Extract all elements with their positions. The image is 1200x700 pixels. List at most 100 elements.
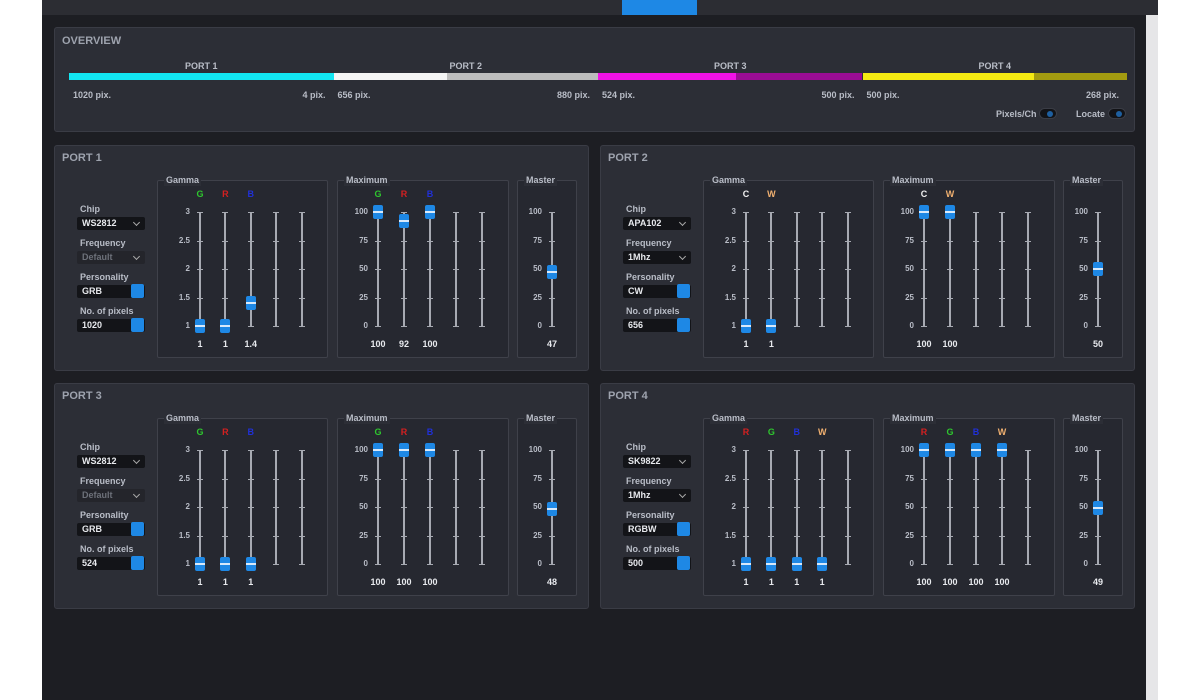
overview-port-label: PORT 2 [449, 61, 482, 71]
tick-label: 1.5 [724, 292, 736, 302]
tick-label: 1 [185, 321, 190, 330]
slider-thumb[interactable] [399, 214, 409, 229]
slider-tick [973, 326, 979, 327]
slider-thumb[interactable] [245, 296, 256, 311]
slider-tick [768, 240, 775, 242]
slider-tick [819, 478, 826, 480]
tick-label: 75 [1079, 473, 1088, 483]
tick-label: 25 [359, 292, 368, 302]
edit-button[interactable] [131, 522, 144, 536]
slider-tick [222, 297, 229, 299]
setting-label: No. of pixels [80, 544, 134, 554]
slider-thumb[interactable] [220, 557, 231, 571]
slider-tick [743, 212, 749, 213]
slider-thumb[interactable] [195, 319, 205, 333]
tick-label: 1.5 [178, 530, 190, 540]
slider-tick [273, 297, 280, 299]
slider-tick [549, 326, 555, 327]
slider-thumb[interactable] [547, 265, 557, 280]
overview-end-label: 500 pix. [821, 90, 855, 100]
setting-control[interactable] [77, 217, 145, 230]
slider-thumb[interactable] [195, 557, 205, 571]
slider-tick [844, 478, 851, 480]
stepper-button[interactable] [131, 318, 144, 332]
slider-tick [427, 564, 433, 565]
slider-thumb[interactable] [766, 557, 777, 571]
tick-label: 2.5 [178, 235, 190, 245]
setting-control[interactable] [623, 251, 691, 264]
slider-thumb[interactable] [547, 502, 557, 517]
stepper-button[interactable] [677, 318, 690, 332]
slider-thumb[interactable] [1093, 262, 1103, 276]
channel-label: G [946, 427, 954, 437]
active-tab[interactable] [622, 0, 697, 15]
slider-thumb[interactable] [220, 319, 231, 333]
setting-control[interactable] [77, 285, 145, 298]
slider-thumb[interactable] [245, 557, 256, 571]
tick-label: 1.5 [178, 292, 190, 302]
slider-thumb[interactable] [945, 443, 955, 457]
tick-label: 3 [185, 445, 190, 454]
slider-tick [819, 507, 826, 508]
slider-tick [819, 212, 826, 213]
edit-button[interactable] [677, 284, 690, 298]
edit-button[interactable] [677, 522, 690, 536]
slider-tick [298, 212, 305, 213]
edit-button[interactable] [131, 284, 144, 298]
setting-control[interactable] [623, 489, 691, 502]
slider-thumb[interactable] [1093, 501, 1103, 516]
setting-control[interactable] [623, 557, 691, 570]
slider-tick [793, 450, 800, 451]
slider-tick [999, 212, 1005, 213]
slider-thumb[interactable] [399, 443, 409, 457]
slider-thumb[interactable] [425, 443, 435, 457]
slider-tick [401, 564, 407, 565]
overview-bar-segment [447, 73, 598, 80]
slider-thumb[interactable] [741, 319, 751, 333]
slider-tick [453, 564, 459, 565]
slider-thumb[interactable] [997, 443, 1007, 457]
slider-tick [1025, 297, 1031, 299]
stepper-button[interactable] [677, 556, 690, 570]
setting-control[interactable] [623, 319, 691, 332]
setting-control[interactable] [623, 217, 691, 230]
slider-thumb[interactable] [791, 557, 802, 571]
slider-tick [793, 326, 800, 327]
slider-thumb[interactable] [817, 557, 828, 571]
slider-tick [298, 564, 305, 565]
slider-thumb[interactable] [425, 205, 435, 219]
slider-tick [819, 326, 826, 327]
setting-control[interactable] [77, 319, 145, 332]
overview-port-label: PORT 4 [978, 61, 1011, 71]
setting-control[interactable] [77, 523, 145, 536]
slider-tick [1025, 478, 1031, 480]
slider-thumb[interactable] [945, 205, 955, 219]
slider-thumb[interactable] [741, 557, 751, 571]
slider-thumb[interactable] [919, 443, 929, 457]
slider-thumb[interactable] [919, 205, 929, 219]
setting-control[interactable] [623, 523, 691, 536]
tick-label: 2 [731, 264, 736, 273]
slider-tick [793, 535, 800, 537]
setting-control[interactable] [623, 455, 691, 468]
setting-control[interactable] [623, 285, 691, 298]
slider-thumb[interactable] [971, 443, 981, 457]
slider-tick [1095, 212, 1101, 213]
slider-thumb[interactable] [373, 205, 383, 219]
slider-tick [973, 535, 979, 537]
setting-control[interactable] [77, 455, 145, 468]
slider-tick [743, 450, 749, 451]
slider-thumb[interactable] [766, 319, 777, 333]
slider-thumb[interactable] [373, 443, 383, 457]
slider-tick [479, 507, 485, 508]
tick-label: 2 [185, 264, 190, 273]
slider-tick [453, 478, 459, 480]
slider-tick [273, 450, 280, 451]
slider-tick [427, 478, 433, 480]
stepper-button[interactable] [131, 556, 144, 570]
setting-control[interactable] [77, 557, 145, 570]
slider-tick [375, 507, 381, 508]
setting-value: CW [628, 286, 643, 296]
slider-tick [401, 535, 407, 537]
tick-label: 50 [359, 264, 368, 273]
